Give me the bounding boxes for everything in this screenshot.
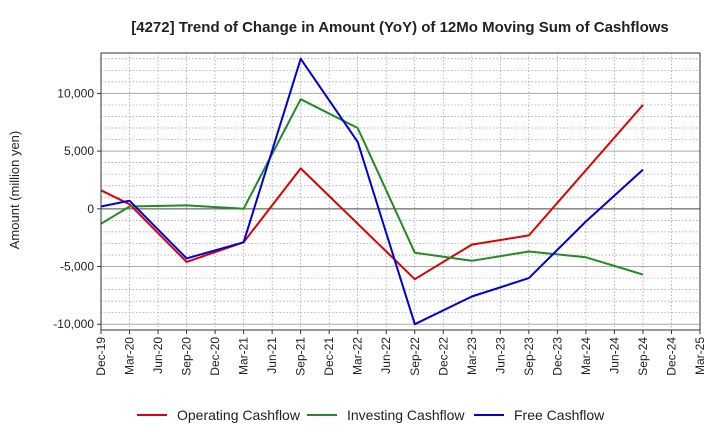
x-tick-label: Mar-20: [123, 337, 137, 375]
x-tick-label: Sep-20: [180, 337, 194, 376]
y-tick-label: 10,000: [57, 86, 94, 100]
legend: Operating Cashflow Investing Cashflow Free…: [137, 407, 605, 423]
x-tick-label: Dec-23: [550, 337, 564, 376]
y-tick-label: -5,000: [60, 260, 94, 274]
series-line-operating-cashflow: [100, 104, 644, 281]
y-tick-label: 0: [87, 202, 94, 216]
x-tick-label: Jun-24: [607, 337, 621, 374]
x-tick-label: Mar-22: [351, 337, 365, 375]
x-tick-label: Dec-20: [208, 337, 222, 376]
series-line-investing-cashflow: [100, 98, 644, 276]
x-tick-label: Sep-24: [636, 337, 650, 376]
legend-label-operating-cashflow: Operating Cashflow: [177, 407, 301, 423]
x-tick-label: Dec-22: [436, 337, 450, 376]
x-axis-ticks: Dec-19 Mar-20 Jun-20 Sep-20 Dec-20 Mar-21 Jun-…: [94, 330, 707, 376]
x-tick-label: Mar-21: [237, 337, 251, 375]
x-tick-label: Jun-23: [493, 337, 507, 374]
series-line-free-cashflow: [100, 57, 644, 326]
x-tick-label: Mar-25: [693, 337, 707, 375]
x-tick-label: Mar-23: [465, 337, 479, 375]
plot-frame: [100, 52, 701, 331]
series-layer: [100, 57, 644, 326]
x-tick-label: Sep-21: [294, 337, 308, 376]
y-tick-label: 5,000: [64, 144, 94, 158]
y-axis-ticks: -10,000 -5,000 0 5,000 10,000: [53, 86, 101, 331]
y-tick-label: -10,000: [53, 317, 94, 331]
x-tick-label: Jun-22: [379, 337, 393, 374]
x-tick-label: Jun-21: [265, 337, 279, 374]
x-tick-label: Dec-21: [322, 337, 336, 376]
legend-label-investing-cashflow: Investing Cashflow: [347, 407, 465, 423]
x-tick-label: Sep-22: [408, 337, 422, 376]
x-tick-label: Dec-24: [664, 337, 678, 376]
x-tick-label: Sep-23: [522, 337, 536, 376]
chart-title: [4272] Trend of Change in Amount (YoY) o…: [131, 19, 669, 36]
x-tick-label: Dec-19: [94, 337, 108, 376]
x-tick-label: Jun-20: [151, 337, 165, 374]
x-tick-label: Mar-24: [579, 337, 593, 375]
grid: [100, 53, 701, 330]
legend-label-free-cashflow: Free Cashflow: [514, 407, 605, 423]
y-axis-label: Amount (million yen): [7, 131, 22, 250]
